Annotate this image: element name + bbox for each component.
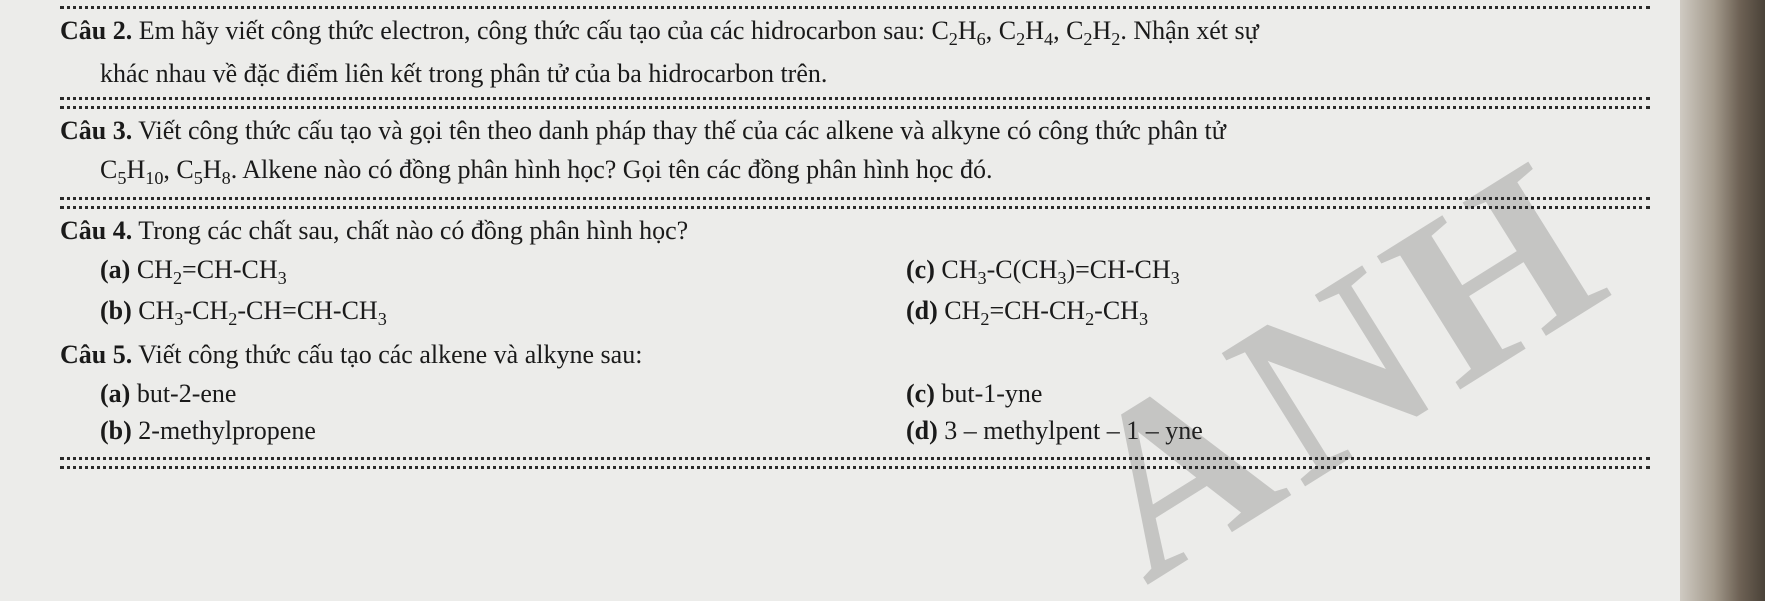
q4-option-d: (d) CH2=CH-CH2-CH3 xyxy=(906,293,1650,332)
question-3-text-line1: Viết công thức cấu tạo và gọi tên theo d… xyxy=(138,116,1226,145)
option-tag: (a) xyxy=(100,255,130,284)
option-formula: CH3-C(CH3)=CH-CH3 xyxy=(941,255,1179,284)
option-name: 2-methylpropene xyxy=(138,416,316,445)
option-tag: (d) xyxy=(906,296,938,325)
q5-option-b: (b) 2-methylpropene xyxy=(100,413,906,448)
scanned-page: Câu 2. Em hãy viết công thức electron, c… xyxy=(0,0,1680,601)
q4-option-b: (b) CH3-CH2-CH=CH-CH3 xyxy=(100,293,906,332)
page-content: Câu 2. Em hãy viết công thức electron, c… xyxy=(0,6,1680,469)
dotted-rule xyxy=(60,206,1650,209)
option-tag: (b) xyxy=(100,416,132,445)
question-2: Câu 2. Em hãy viết công thức electron, c… xyxy=(60,13,1650,52)
question-3-label: Câu 3. xyxy=(60,116,132,145)
page-edge-shadow xyxy=(1680,0,1765,601)
dotted-rule xyxy=(60,466,1650,469)
question-4: Câu 4. Trong các chất sau, chất nào có đ… xyxy=(60,213,1650,248)
dotted-rule xyxy=(60,6,1650,9)
option-formula: CH2=CH-CH3 xyxy=(137,255,287,284)
q4-option-c: (c) CH3-C(CH3)=CH-CH3 xyxy=(906,252,1650,291)
option-tag: (c) xyxy=(906,379,935,408)
option-tag: (d) xyxy=(906,416,938,445)
option-tag: (c) xyxy=(906,255,935,284)
option-formula: CH3-CH2-CH=CH-CH3 xyxy=(138,296,387,325)
option-tag: (a) xyxy=(100,379,130,408)
question-2-text-line2: khác nhau về đặc điểm liên kết trong phâ… xyxy=(60,56,1650,91)
q5-option-d: (d) 3 – methylpent – 1 – yne xyxy=(906,413,1650,448)
dotted-rule xyxy=(60,97,1650,100)
option-tag: (b) xyxy=(100,296,132,325)
question-5: Câu 5. Viết công thức cấu tạo các alkene… xyxy=(60,337,1650,372)
dotted-rule xyxy=(60,197,1650,200)
dotted-rule xyxy=(60,106,1650,109)
question-4-label: Câu 4. xyxy=(60,216,132,245)
question-4-text: Trong các chất sau, chất nào có đồng phâ… xyxy=(138,216,688,245)
question-5-options: (a) but-2-ene (b) 2-methylpropene (c) bu… xyxy=(60,374,1650,450)
question-5-label: Câu 5. xyxy=(60,340,132,369)
q5-option-c: (c) but-1-yne xyxy=(906,376,1650,411)
question-3-text-line2: C5H10, C5H8. Alkene nào có đồng phân hìn… xyxy=(60,152,1650,191)
question-2-label: Câu 2. xyxy=(60,16,132,45)
dotted-rule xyxy=(60,457,1650,460)
question-5-text: Viết công thức cấu tạo các alkene và alk… xyxy=(138,340,642,369)
option-name: but-2-ene xyxy=(137,379,237,408)
question-4-options: (a) CH2=CH-CH3 (b) CH3-CH2-CH=CH-CH3 (c)… xyxy=(60,250,1650,334)
option-name: 3 – methylpent – 1 – yne xyxy=(944,416,1203,445)
question-2-text-line1: Em hãy viết công thức electron, công thứ… xyxy=(139,16,1259,45)
question-3: Câu 3. Viết công thức cấu tạo và gọi tên… xyxy=(60,113,1650,148)
option-name: but-1-yne xyxy=(941,379,1042,408)
option-formula: CH2=CH-CH2-CH3 xyxy=(944,296,1148,325)
q5-option-a: (a) but-2-ene xyxy=(100,376,906,411)
q4-option-a: (a) CH2=CH-CH3 xyxy=(100,252,906,291)
